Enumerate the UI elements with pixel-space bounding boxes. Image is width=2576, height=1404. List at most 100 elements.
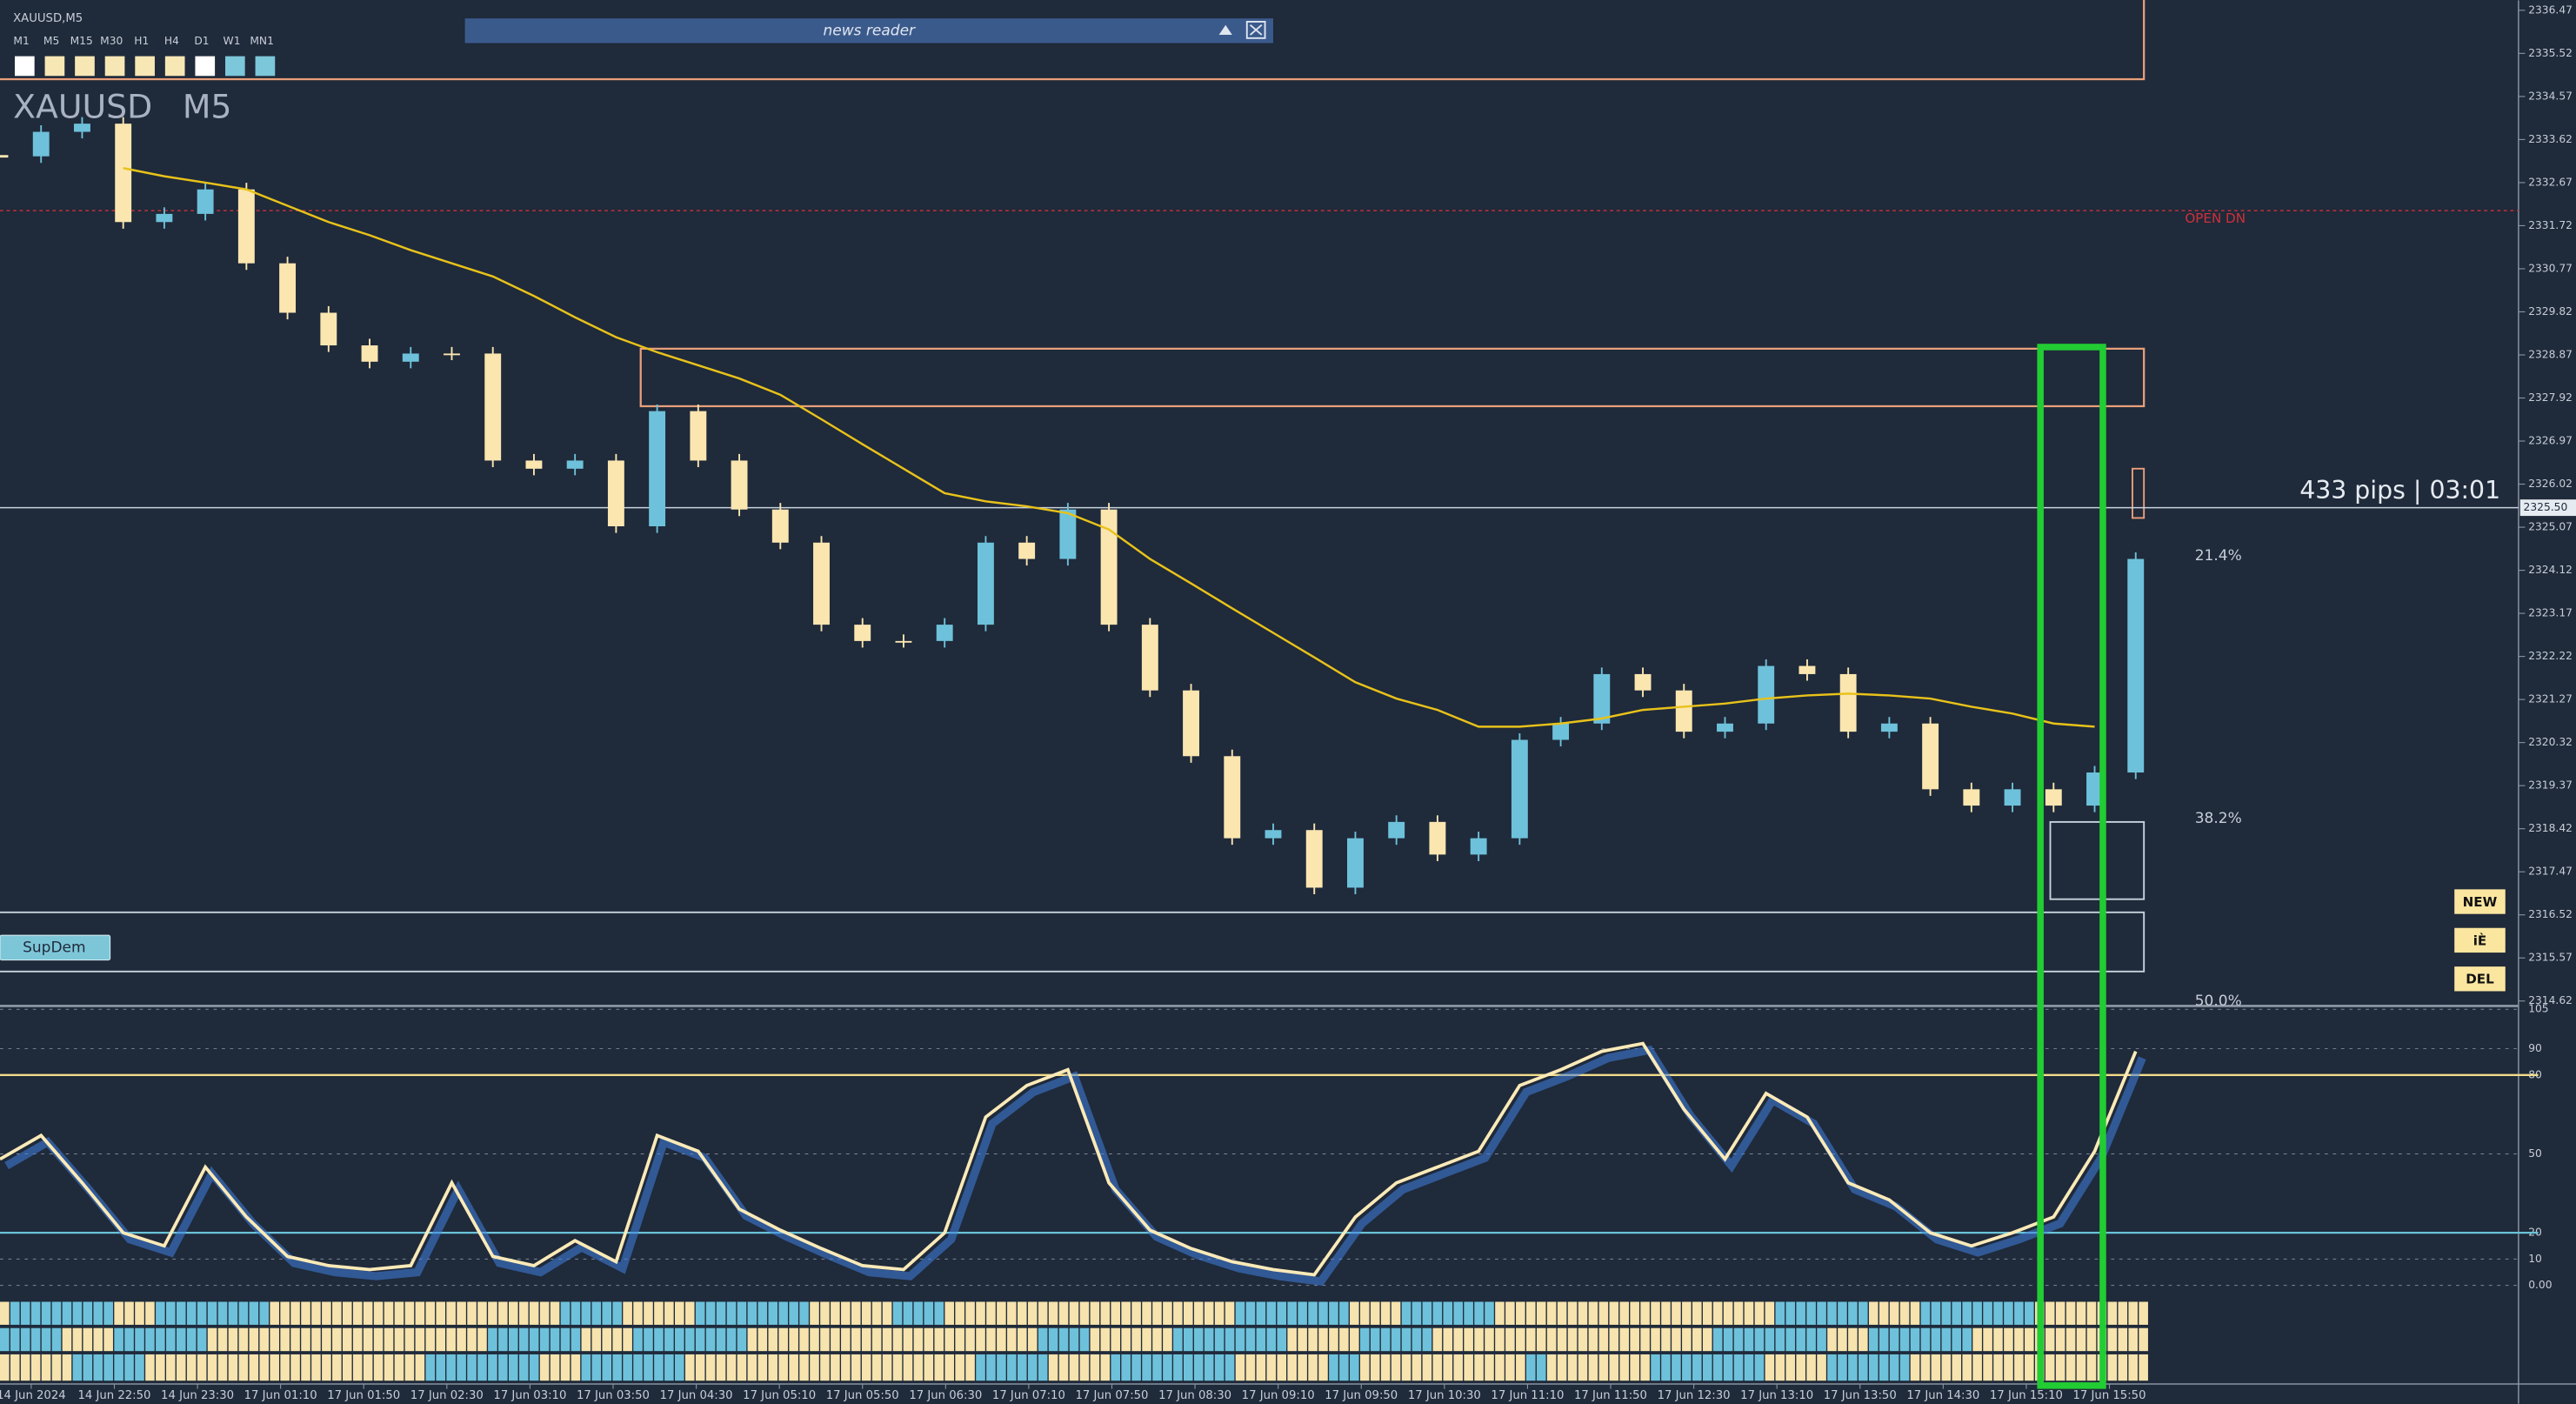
heat-cell (1765, 1301, 1775, 1325)
candle (977, 542, 994, 625)
heat-cell (238, 1354, 249, 1381)
heat-cell (342, 1327, 352, 1352)
y-tick-label: 2321.27 (2528, 693, 2573, 705)
heat-cell (103, 1354, 113, 1381)
heat-cell (1079, 1354, 1090, 1381)
collapse-icon[interactable] (1218, 24, 1232, 36)
heat-cell (20, 1327, 30, 1352)
heat-cell (2086, 1354, 2097, 1381)
action-button[interactable] (2454, 966, 2506, 992)
heat-cell (352, 1327, 363, 1352)
heat-cell (2055, 1327, 2065, 1352)
heat-cell (1121, 1327, 1131, 1352)
timeframe-button[interactable] (44, 56, 65, 77)
side-buttons: NEW iÈ DEL (2454, 889, 2506, 992)
candle (1717, 723, 1733, 732)
y-tick-label: 2324.12 (2528, 564, 2573, 576)
heat-cell (1889, 1301, 1899, 1325)
timeframe-label: M15 (70, 35, 93, 47)
heat-cell (1350, 1301, 1359, 1325)
heat-cell (352, 1354, 363, 1381)
heat-cell (1848, 1301, 1858, 1325)
heat-cell (1827, 1354, 1837, 1381)
heat-cell (280, 1301, 290, 1325)
heat-cell (1796, 1327, 1805, 1352)
heat-cell (249, 1301, 259, 1325)
heat-cell (363, 1354, 373, 1381)
candle (484, 353, 502, 461)
heat-cell (757, 1301, 768, 1325)
heat-cell (1672, 1327, 1681, 1352)
timeframe-button[interactable] (104, 56, 125, 77)
heat-cell (529, 1327, 539, 1352)
heat-cell (1920, 1301, 1931, 1325)
heat-cell (726, 1301, 737, 1325)
heat-cell (1785, 1354, 1796, 1381)
heat-cell (1859, 1327, 1868, 1352)
heat-cell (1567, 1354, 1578, 1381)
heat-cell (997, 1354, 1006, 1381)
heat-cell (2025, 1301, 2034, 1325)
heat-cell (2107, 1354, 2118, 1381)
heat-cell (757, 1327, 768, 1352)
heat-cell (477, 1354, 487, 1381)
close-icon[interactable] (1245, 20, 1266, 39)
heat-cell (1131, 1327, 1141, 1352)
timeframe-button[interactable] (195, 56, 216, 77)
heat-cell (1765, 1327, 1775, 1352)
heat-cell (384, 1301, 394, 1325)
candle (1429, 821, 1446, 855)
heat-cell (675, 1301, 684, 1325)
heat-cell (1557, 1301, 1567, 1325)
heat-cell (1941, 1327, 1952, 1352)
news-reader-bar[interactable] (464, 18, 1273, 43)
heat-cell (2118, 1301, 2128, 1325)
heat-cell (2086, 1327, 2097, 1352)
heat-cell (726, 1354, 737, 1381)
heat-cell (415, 1354, 425, 1381)
heat-cell (1702, 1327, 1712, 1352)
x-tick-label: 17 Jun 09:50 (1325, 1389, 1398, 1402)
candle (731, 460, 748, 510)
heat-cell (1651, 1327, 1660, 1352)
action-button[interactable] (2454, 927, 2506, 953)
heat-cell (997, 1301, 1006, 1325)
heat-cell (810, 1301, 819, 1325)
heat-cell (1868, 1327, 1879, 1352)
heat-cell (1817, 1354, 1826, 1381)
heat-cell (1723, 1354, 1733, 1381)
heat-cell (1640, 1327, 1650, 1352)
timeframe-button[interactable] (75, 56, 95, 77)
heat-cell (1401, 1327, 1411, 1352)
heat-cell (457, 1354, 466, 1381)
heat-cell (311, 1327, 321, 1352)
timeframe-button[interactable] (164, 56, 185, 77)
supdem-button[interactable] (0, 934, 111, 961)
heat-cell (1838, 1327, 1847, 1352)
y-tick-label: 2327.92 (2528, 391, 2573, 404)
timeframe-button[interactable] (224, 56, 245, 77)
candle (1059, 509, 1077, 559)
heat-cell (394, 1354, 404, 1381)
heat-cell (342, 1301, 352, 1325)
action-button[interactable] (2454, 889, 2506, 914)
x-tick-label: 14 Jun 22:50 (77, 1389, 150, 1402)
heat-cell (1920, 1354, 1931, 1381)
heat-cell (436, 1327, 446, 1352)
heat-cell (322, 1301, 331, 1325)
timeframe-button[interactable] (135, 56, 155, 77)
candle (1018, 542, 1036, 559)
heat-cell (1931, 1327, 1941, 1352)
heat-cell (1505, 1354, 1515, 1381)
heat-cell (1941, 1354, 1952, 1381)
heat-cell (778, 1354, 788, 1381)
heat-cell (716, 1301, 726, 1325)
heat-cell (664, 1301, 674, 1325)
heat-cell (30, 1354, 41, 1381)
timeframe-button[interactable] (255, 56, 276, 77)
heat-cell (363, 1301, 373, 1325)
heat-cell (944, 1354, 954, 1381)
heat-cell (1848, 1354, 1858, 1381)
heat-cell (623, 1354, 632, 1381)
timeframe-button[interactable] (15, 56, 35, 77)
